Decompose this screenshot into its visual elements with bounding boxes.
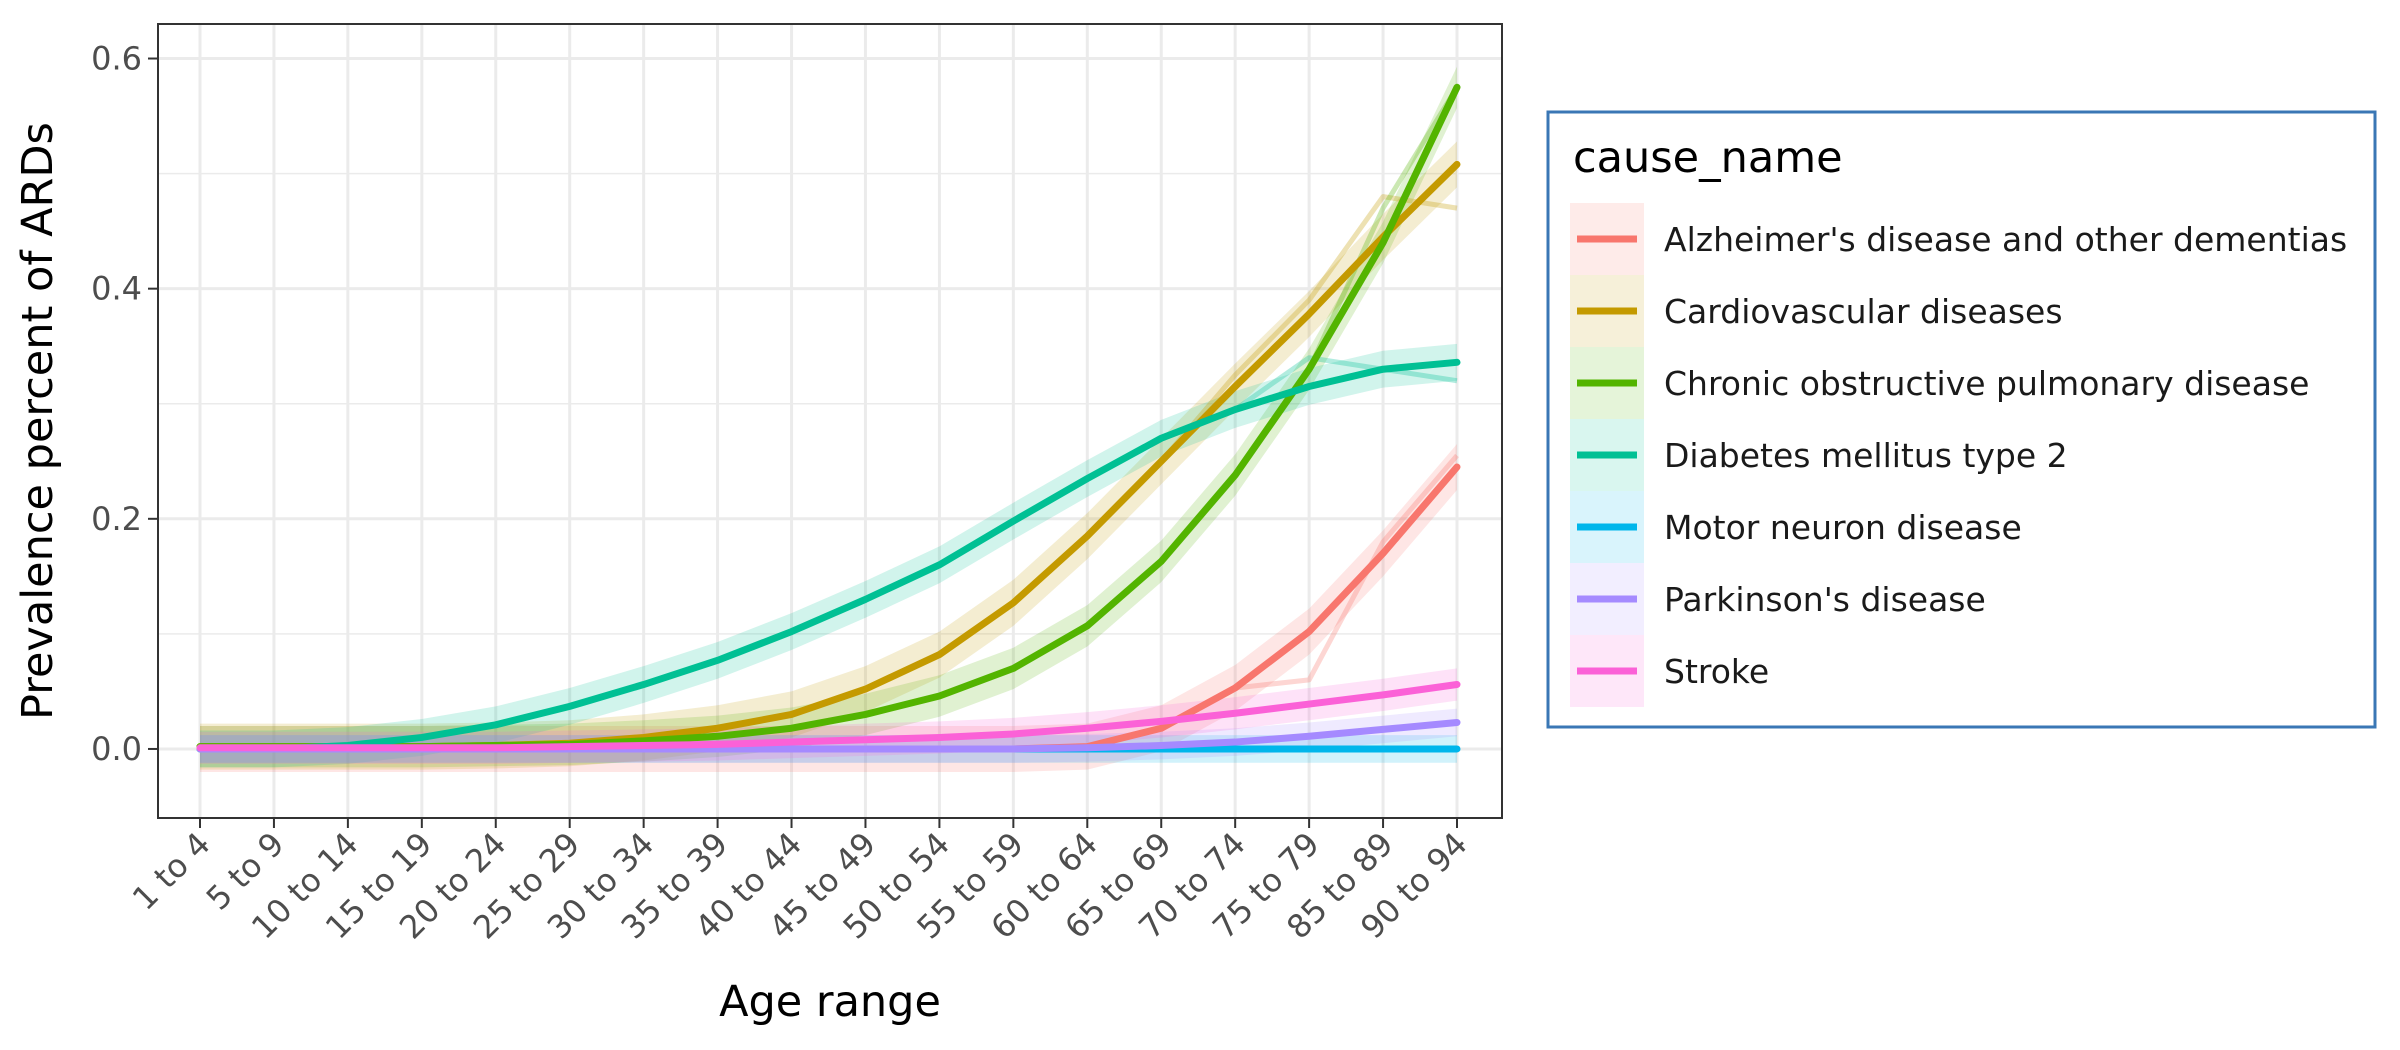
legend-label: Parkinson's disease	[1664, 580, 1986, 619]
legend-item: Chronic obstructive pulmonary disease	[1570, 347, 2309, 419]
legend-item: Alzheimer's disease and other dementias	[1570, 203, 2347, 275]
legend-item: Stroke	[1570, 635, 1769, 707]
confidence-band	[200, 444, 1457, 772]
confidence-band	[200, 66, 1457, 768]
legend-label: Motor neuron disease	[1664, 508, 2022, 547]
legend-item: Cardiovascular diseases	[1570, 275, 2063, 347]
legend-item: Diabetes mellitus type 2	[1570, 419, 2068, 491]
legend-box	[1546, 110, 2377, 729]
y-axis-title: Prevalence percent of ARDs	[13, 122, 63, 720]
legend-label: Diabetes mellitus type 2	[1664, 436, 2068, 475]
y-tick-label: 0.4	[91, 270, 142, 308]
legend-label: Cardiovascular diseases	[1664, 292, 2063, 331]
legend-item: Parkinson's disease	[1570, 563, 1986, 635]
series-line	[196, 358, 1461, 753]
x-axis-title: Age range	[719, 977, 941, 1027]
series-line	[196, 681, 1461, 752]
legend: cause_name Alzheimer's disease and other…	[1546, 110, 2377, 729]
gridlines	[158, 24, 1502, 818]
legend-title: cause_name	[1573, 133, 1843, 183]
plot-panel-border	[157, 23, 1503, 819]
legend-items: Alzheimer's disease and other dementias C…	[1570, 203, 2347, 707]
legend-label: Chronic obstructive pulmonary disease	[1664, 364, 2309, 403]
confidence-band	[200, 668, 1457, 764]
series-lines	[196, 83, 1461, 753]
y-tick-label: 0.6	[91, 40, 142, 78]
legend-label: Alzheimer's disease and other dementias	[1664, 220, 2347, 259]
legend-item: Motor neuron disease	[1570, 491, 2022, 563]
legend-label: Stroke	[1664, 652, 1769, 691]
y-tick-label: 0.2	[91, 500, 142, 538]
y-tick-label: 0.0	[91, 730, 142, 768]
